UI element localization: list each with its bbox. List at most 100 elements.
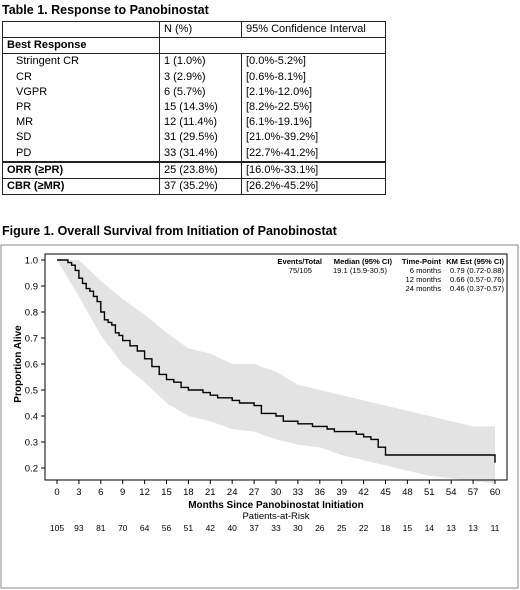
row-n: 12 (11.4%) xyxy=(159,115,242,131)
risk-count: 56 xyxy=(162,523,172,533)
summary-n: 25 (23.8%) xyxy=(159,160,242,179)
response-table: N (%) 95% Confidence Interval Best Respo… xyxy=(2,20,386,196)
section-label: Best Response xyxy=(2,37,160,55)
risk-count: 22 xyxy=(359,523,369,533)
x-tick-label: 0 xyxy=(54,487,59,498)
legend-header-median: Median (95% CI) xyxy=(334,257,393,266)
risk-count: 33 xyxy=(271,523,281,533)
survival-curve xyxy=(57,259,496,463)
risk-table-label: Patients-at-Risk xyxy=(242,511,309,522)
risk-count: 13 xyxy=(468,523,478,533)
row-ci: [0.0%-5.2%] xyxy=(241,53,386,70)
axes-layer: 1.00.90.80.70.60.50.40.30.20 3 6 9 12 15 18 21 2… xyxy=(13,253,508,511)
risk-table-layer: Patients-at-Risk 105 93 81 70 64 56 51 42 40 37 33 3… xyxy=(50,511,500,533)
row-label: SD xyxy=(2,130,160,146)
x-tick-label: 15 xyxy=(161,487,172,498)
risk-count: 42 xyxy=(206,523,216,533)
risk-count: 93 xyxy=(74,523,84,533)
risk-count: 13 xyxy=(446,523,456,533)
y-axis-label: Proportion Alive xyxy=(13,325,24,403)
risk-count: 105 xyxy=(50,523,64,533)
table-row: PD 33 (31.4%) [22.7%-41.2%] xyxy=(2,145,386,163)
legend-timepoint: 6 months xyxy=(410,266,441,275)
legend-timepoint: 12 months xyxy=(406,275,442,284)
row-ci: [8.2%-22.5%] xyxy=(241,99,386,116)
legend-median: 19.1 (15.9-30.5) xyxy=(333,266,388,275)
x-tick-label: 24 xyxy=(227,487,238,498)
table-title: Table 1. Response to Panobinostat xyxy=(2,3,209,17)
y-tick-label: 0.2 xyxy=(25,464,38,475)
confidence-band-layer xyxy=(57,260,495,484)
legend-km-estimate: 0.79 (0.72-0.88) xyxy=(450,266,505,275)
x-tick-label: 51 xyxy=(424,487,435,498)
y-tick-label: 1.0 xyxy=(25,256,38,267)
row-n: 1 (1.0%) xyxy=(159,53,242,70)
x-tick-label: 30 xyxy=(271,487,282,498)
row-n: 33 (31.4%) xyxy=(159,145,242,163)
legend-header-km: KM Est (95% CI) xyxy=(446,257,504,266)
x-tick-label: 27 xyxy=(249,487,260,498)
risk-count: 51 xyxy=(184,523,194,533)
x-tick-label: 57 xyxy=(468,487,479,498)
x-tick-label: 12 xyxy=(139,487,150,498)
confidence-band xyxy=(57,260,495,484)
legend-header-timepoint: Time-Point xyxy=(402,257,442,266)
summary-label: ORR (≥PR) xyxy=(2,160,160,179)
legend-km-estimate: 0.46 (0.37-0.57) xyxy=(450,284,505,293)
y-tick-label: 0.9 xyxy=(25,282,38,293)
x-tick-label: 45 xyxy=(380,487,391,498)
table-row: Stringent CR 1 (1.0%) [0.0%-5.2%] xyxy=(2,53,386,70)
summary-n: 37 (35.2%) xyxy=(159,177,242,196)
x-tick-label: 36 xyxy=(315,487,326,498)
y-tick-label: 0.6 xyxy=(25,360,38,371)
section-row: Best Response xyxy=(2,37,386,55)
legend-km-estimate: 0.66 (0.57-0.76) xyxy=(450,275,505,284)
x-tick-label: 18 xyxy=(183,487,194,498)
figure-border xyxy=(0,244,519,589)
summary-ci: [16.0%-33.1%] xyxy=(241,160,386,179)
table-header-row: N (%) 95% Confidence Interval xyxy=(2,20,386,39)
y-tick-label: 0.7 xyxy=(25,334,38,345)
row-ci: [0.6%-8.1%] xyxy=(241,69,386,85)
row-label: VGPR xyxy=(2,84,160,100)
summary-ci: [26.2%-45.2%] xyxy=(241,177,386,196)
risk-count: 40 xyxy=(227,523,237,533)
x-tick-label: 6 xyxy=(98,487,103,498)
table-row: PR 15 (14.3%) [8.2%-22.5%] xyxy=(2,99,386,116)
risk-count: 25 xyxy=(337,523,347,533)
header-cell-ci: 95% Confidence Interval xyxy=(241,20,386,39)
legend-header-events: Events/Total xyxy=(277,257,322,266)
figure-title: Figure 1. Overall Survival from Initiati… xyxy=(2,224,337,238)
risk-count: 70 xyxy=(118,523,128,533)
x-tick-label: 33 xyxy=(293,487,304,498)
row-ci: [2.1%-12.0%] xyxy=(241,84,386,100)
summary-row: ORR (≥PR) 25 (23.8%) [16.0%-33.1%] xyxy=(2,160,386,179)
risk-count: 11 xyxy=(491,523,500,533)
summary-row: CBR (≥MR) 37 (35.2%) [26.2%-45.2%] xyxy=(2,177,386,196)
legend-events-total: 75/105 xyxy=(289,266,312,275)
row-ci: [6.1%-19.1%] xyxy=(241,115,386,131)
x-tick-label: 48 xyxy=(402,487,413,498)
summary-label: CBR (≥MR) xyxy=(2,177,160,196)
risk-count: 81 xyxy=(96,523,106,533)
row-label: PR xyxy=(2,99,160,116)
row-n: 6 (5.7%) xyxy=(159,84,242,100)
table-row: VGPR 6 (5.7%) [2.1%-12.0%] xyxy=(2,84,386,100)
row-n: 15 (14.3%) xyxy=(159,99,242,116)
y-tick-label: 0.3 xyxy=(25,438,38,449)
x-axis-label: Months Since Panobinostat Initiation xyxy=(188,500,364,511)
row-label: PD xyxy=(2,145,160,163)
table-row: MR 12 (11.4%) [6.1%-19.1%] xyxy=(2,115,386,131)
table-row: CR 3 (2.9%) [0.6%-8.1%] xyxy=(2,69,386,85)
header-cell-n: N (%) xyxy=(159,20,242,39)
x-tick-label: 21 xyxy=(205,487,216,498)
table-row: SD 31 (29.5%) [21.0%-39.2%] xyxy=(2,130,386,146)
row-label: Stringent CR xyxy=(2,53,160,70)
row-ci: [22.7%-41.2%] xyxy=(241,145,386,163)
x-tick-label: 39 xyxy=(336,487,347,498)
x-tick-label: 54 xyxy=(446,487,457,498)
legend-layer: Events/Total Median (95% CI) Time-Point KM … xyxy=(277,257,504,293)
risk-count: 37 xyxy=(249,523,259,533)
row-n: 3 (2.9%) xyxy=(159,69,242,85)
row-label: CR xyxy=(2,69,160,85)
